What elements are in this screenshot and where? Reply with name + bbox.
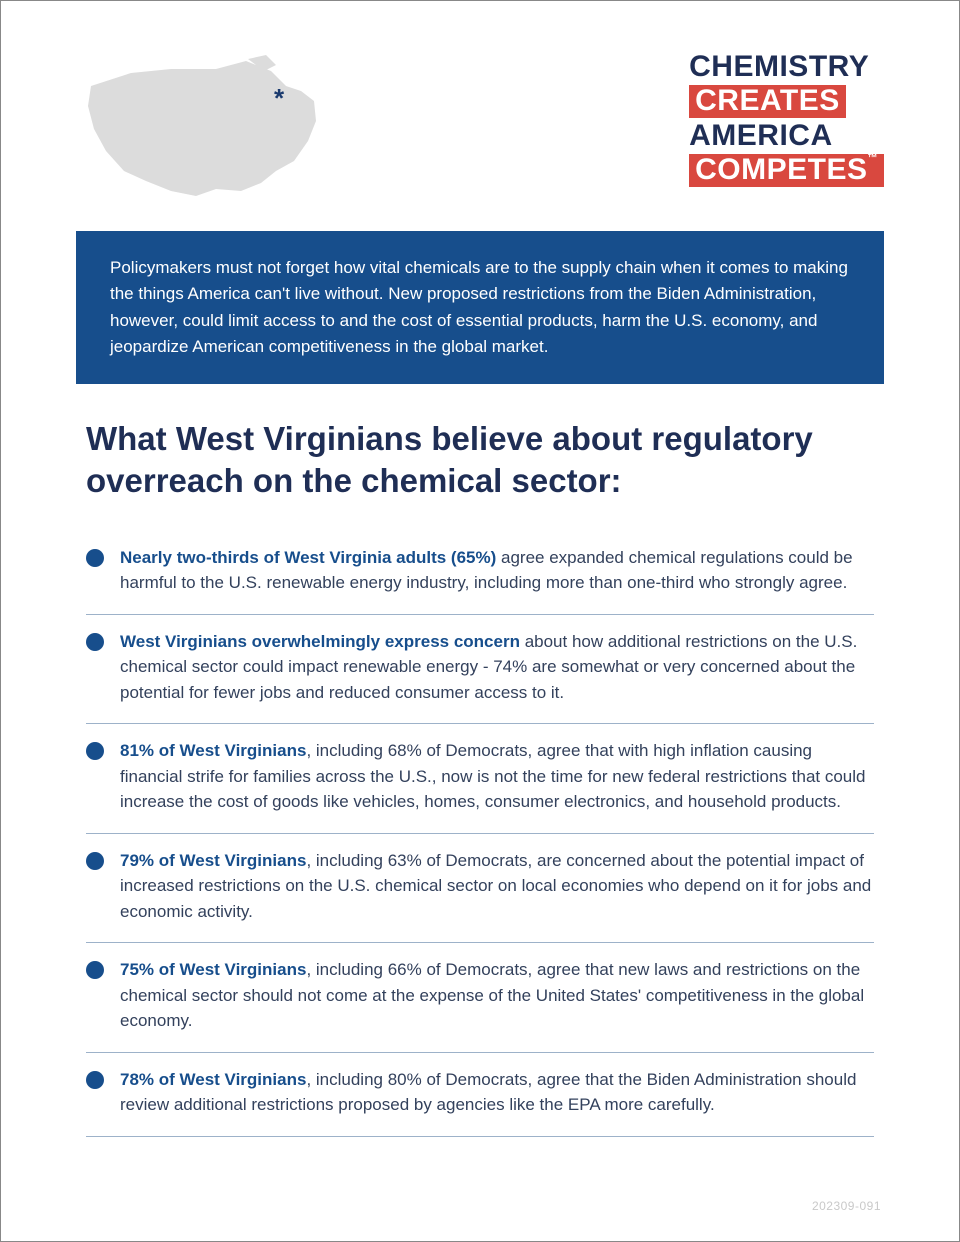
bullet-list: Nearly two-thirds of West Virginia adult… bbox=[86, 531, 874, 1137]
footer-code: 202309-091 bbox=[812, 1199, 881, 1213]
logo-line-4: COMPETES™ bbox=[689, 154, 884, 188]
list-item: West Virginians overwhelmingly express c… bbox=[86, 615, 874, 725]
list-item: Nearly two-thirds of West Virginia adult… bbox=[86, 531, 874, 615]
header-row: * CHEMISTRY CREATES AMERICA COMPETES™ bbox=[76, 51, 884, 201]
bullet-icon bbox=[86, 549, 104, 567]
section-heading: What West Virginians believe about regul… bbox=[86, 418, 874, 501]
bullet-icon bbox=[86, 852, 104, 870]
list-item: 79% of West Virginians, including 63% of… bbox=[86, 834, 874, 944]
map-marker: * bbox=[274, 83, 284, 114]
logo-line-3: AMERICA bbox=[689, 120, 884, 152]
bullet-icon bbox=[86, 961, 104, 979]
bullet-text: 78% of West Virginians, including 80% of… bbox=[120, 1067, 874, 1118]
bullet-text: 81% of West Virginians, including 68% of… bbox=[120, 738, 874, 815]
list-item: 81% of West Virginians, including 68% of… bbox=[86, 724, 874, 834]
bullet-text: 79% of West Virginians, including 63% of… bbox=[120, 848, 874, 925]
bullet-text: Nearly two-thirds of West Virginia adult… bbox=[120, 545, 874, 596]
list-item: 75% of West Virginians, including 66% of… bbox=[86, 943, 874, 1053]
bullet-icon bbox=[86, 742, 104, 760]
list-item: 78% of West Virginians, including 80% of… bbox=[86, 1053, 874, 1137]
intro-callout: Policymakers must not forget how vital c… bbox=[76, 231, 884, 384]
bullet-text: West Virginians overwhelmingly express c… bbox=[120, 629, 874, 706]
bullet-text: 75% of West Virginians, including 66% of… bbox=[120, 957, 874, 1034]
us-map-icon bbox=[76, 51, 336, 201]
logo-line-1: CHEMISTRY bbox=[689, 51, 884, 83]
logo-line-2: CREATES bbox=[689, 85, 846, 119]
us-map: * bbox=[76, 51, 336, 201]
bullet-icon bbox=[86, 633, 104, 651]
brand-logo: CHEMISTRY CREATES AMERICA COMPETES™ bbox=[689, 51, 884, 189]
bullet-icon bbox=[86, 1071, 104, 1089]
